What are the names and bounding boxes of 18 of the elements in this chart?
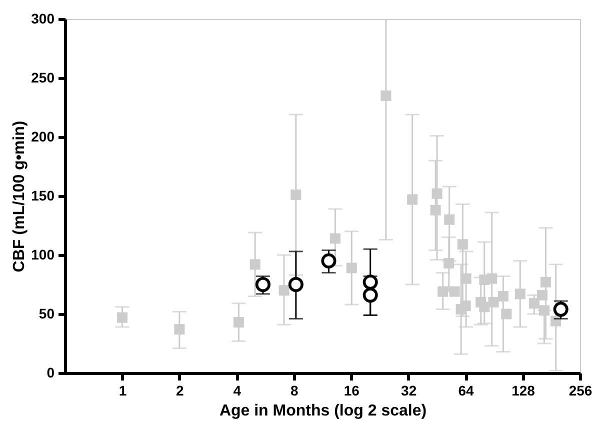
x-tick-label: 128 — [512, 382, 536, 398]
y-tick-label: 50 — [38, 306, 55, 322]
x-tick-label: 2 — [176, 382, 184, 398]
x-tick-label: 4 — [233, 382, 242, 398]
x-tick-label: 256 — [568, 382, 592, 398]
x-tick-label: 16 — [344, 382, 360, 398]
y-tick-label: 300 — [31, 10, 55, 26]
x-tick-label: 8 — [290, 382, 298, 398]
y-tick-label: 250 — [31, 70, 55, 86]
x-tick-label: 1 — [118, 382, 127, 398]
y-tick-label: 200 — [31, 128, 55, 144]
y-tick-label: 0 — [46, 364, 55, 380]
y-axis-title: CBF (mL/100 g•min) — [11, 120, 28, 272]
x-tick-label: 32 — [401, 382, 417, 398]
y-tick-label: 100 — [31, 246, 55, 262]
x-tick-label: 64 — [458, 382, 474, 398]
x-axis-title: Age in Months (log 2 scale) — [219, 402, 427, 420]
y-tick-label: 150 — [31, 188, 55, 204]
